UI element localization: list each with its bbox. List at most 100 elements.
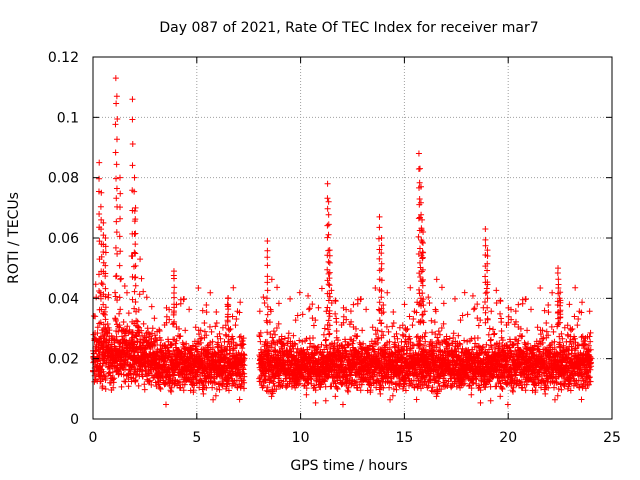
data-point (138, 275, 145, 282)
data-point (215, 339, 222, 346)
data-point (475, 322, 482, 329)
data-point (140, 320, 147, 327)
data-point (333, 384, 340, 391)
data-point (163, 319, 170, 326)
data-point (296, 337, 303, 344)
data-point (151, 315, 158, 322)
data-point (203, 384, 210, 391)
data-point (210, 396, 217, 403)
data-point (384, 289, 391, 296)
data-point (256, 333, 263, 340)
data-point (166, 306, 173, 313)
data-point (233, 316, 240, 323)
data-point (490, 331, 497, 338)
data-point (162, 401, 169, 408)
data-point (440, 300, 447, 307)
data-point (322, 397, 329, 404)
data-point (225, 378, 232, 385)
data-point (230, 345, 237, 352)
data-point (143, 294, 150, 301)
data-point (207, 289, 214, 296)
data-point (201, 320, 208, 327)
data-point (226, 327, 233, 334)
data-point (212, 392, 219, 399)
data-point (156, 328, 163, 335)
data-point (127, 370, 134, 377)
data-point (129, 329, 136, 336)
data-point (151, 332, 158, 339)
chart-title: Day 087 of 2021, Rate Of TEC Index for r… (159, 20, 538, 36)
data-point (197, 339, 204, 346)
data-point (504, 401, 511, 408)
data-point (554, 392, 561, 399)
data-point (240, 341, 247, 348)
data-point (549, 289, 556, 296)
data-point (274, 284, 281, 291)
data-point (118, 333, 125, 340)
data-point (426, 300, 433, 307)
data-point (104, 330, 111, 337)
data-point (236, 334, 243, 341)
data-point (157, 385, 164, 392)
data-point (132, 376, 139, 383)
data-point (572, 284, 579, 291)
data-point (149, 325, 156, 332)
data-point (168, 384, 175, 391)
data-point (105, 291, 112, 298)
data-point (358, 296, 365, 303)
data-point (125, 383, 132, 390)
data-point (309, 335, 316, 342)
data-point (438, 284, 445, 291)
data-point (121, 282, 128, 289)
data-point (213, 385, 220, 392)
data-point (542, 390, 549, 397)
data-point (541, 307, 548, 314)
data-point (407, 284, 414, 291)
data-point (113, 333, 120, 340)
data-point (428, 387, 435, 394)
data-point (170, 372, 177, 379)
data-point (194, 348, 201, 355)
data-point (490, 326, 497, 333)
data-point (537, 284, 544, 291)
data-point (94, 330, 101, 337)
data-point (350, 301, 357, 308)
data-point (326, 331, 333, 338)
data-point (115, 328, 122, 335)
data-point (212, 323, 219, 330)
data-point (158, 337, 165, 344)
data-point (106, 327, 113, 334)
data-point (522, 296, 529, 303)
data-point (498, 328, 505, 335)
data-point (436, 331, 443, 338)
data-point (137, 256, 144, 263)
data-point (223, 332, 230, 339)
data-point (263, 387, 270, 394)
data-point (303, 391, 310, 398)
data-point (369, 324, 376, 331)
data-point (498, 319, 505, 326)
data-point (203, 302, 210, 309)
data-point (120, 365, 127, 372)
data-point (227, 326, 234, 333)
data-point (389, 392, 396, 399)
data-point (464, 338, 471, 345)
data-point (263, 317, 270, 324)
data-point (378, 328, 385, 335)
data-point (102, 386, 109, 393)
data-point (347, 308, 354, 315)
data-point (219, 324, 226, 331)
data-point (257, 378, 264, 385)
data-point (387, 396, 394, 403)
data-point (339, 401, 346, 408)
data-point (173, 337, 180, 344)
data-point (124, 323, 131, 330)
data-point (287, 295, 294, 302)
data-point (272, 331, 279, 338)
data-point (135, 382, 142, 389)
data-point (186, 306, 193, 313)
data-point (163, 361, 170, 368)
data-point (217, 335, 224, 342)
data-point (568, 327, 575, 334)
data-point (141, 381, 148, 388)
